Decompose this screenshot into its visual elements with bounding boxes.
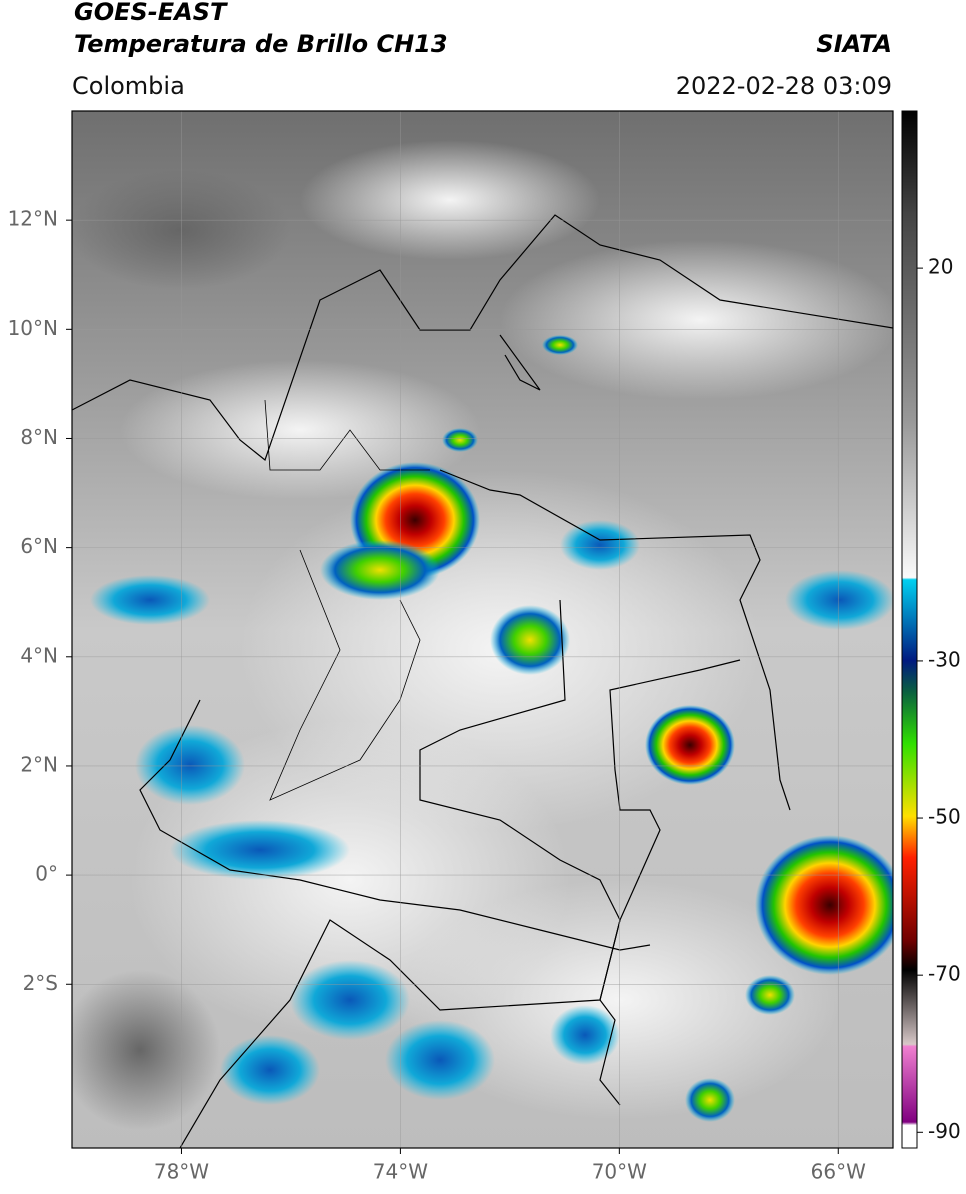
colorbar-tick-label: -30 [928, 647, 961, 671]
y-tick-label: 2°N [20, 752, 58, 776]
y-tick-label: 6°N [20, 534, 58, 558]
colorbar-tick-label: -50 [928, 805, 961, 829]
colorbar [901, 110, 918, 1149]
y-tick-label: 4°N [20, 643, 58, 667]
y-tick-label: 2°S [23, 971, 58, 995]
graticule [72, 111, 893, 1148]
satellite-title: GOES-EAST [74, 0, 228, 26]
colorbar-tick-label: -90 [928, 1119, 961, 1143]
y-tick-label: 0° [35, 862, 58, 886]
x-tick-label: 70°W [592, 1160, 647, 1184]
colorbar-tick-label: 20 [928, 255, 953, 279]
timestamp: 2022-02-28 03:09 [676, 72, 892, 100]
x-tick-label: 66°W [811, 1160, 866, 1184]
y-tick-label: 8°N [20, 425, 58, 449]
y-tick-label: 12°N [8, 207, 58, 231]
agency: SIATA [816, 30, 892, 58]
product-title: Temperatura de Brillo CH13 [74, 30, 448, 58]
x-tick-label: 78°W [154, 1160, 209, 1184]
map-frame [71, 110, 894, 1149]
region: Colombia [72, 72, 185, 100]
x-tick-label: 74°W [373, 1160, 428, 1184]
y-tick-label: 10°N [8, 316, 58, 340]
satellite-image [72, 111, 893, 1148]
colorbar-tick-label: -70 [928, 962, 961, 986]
